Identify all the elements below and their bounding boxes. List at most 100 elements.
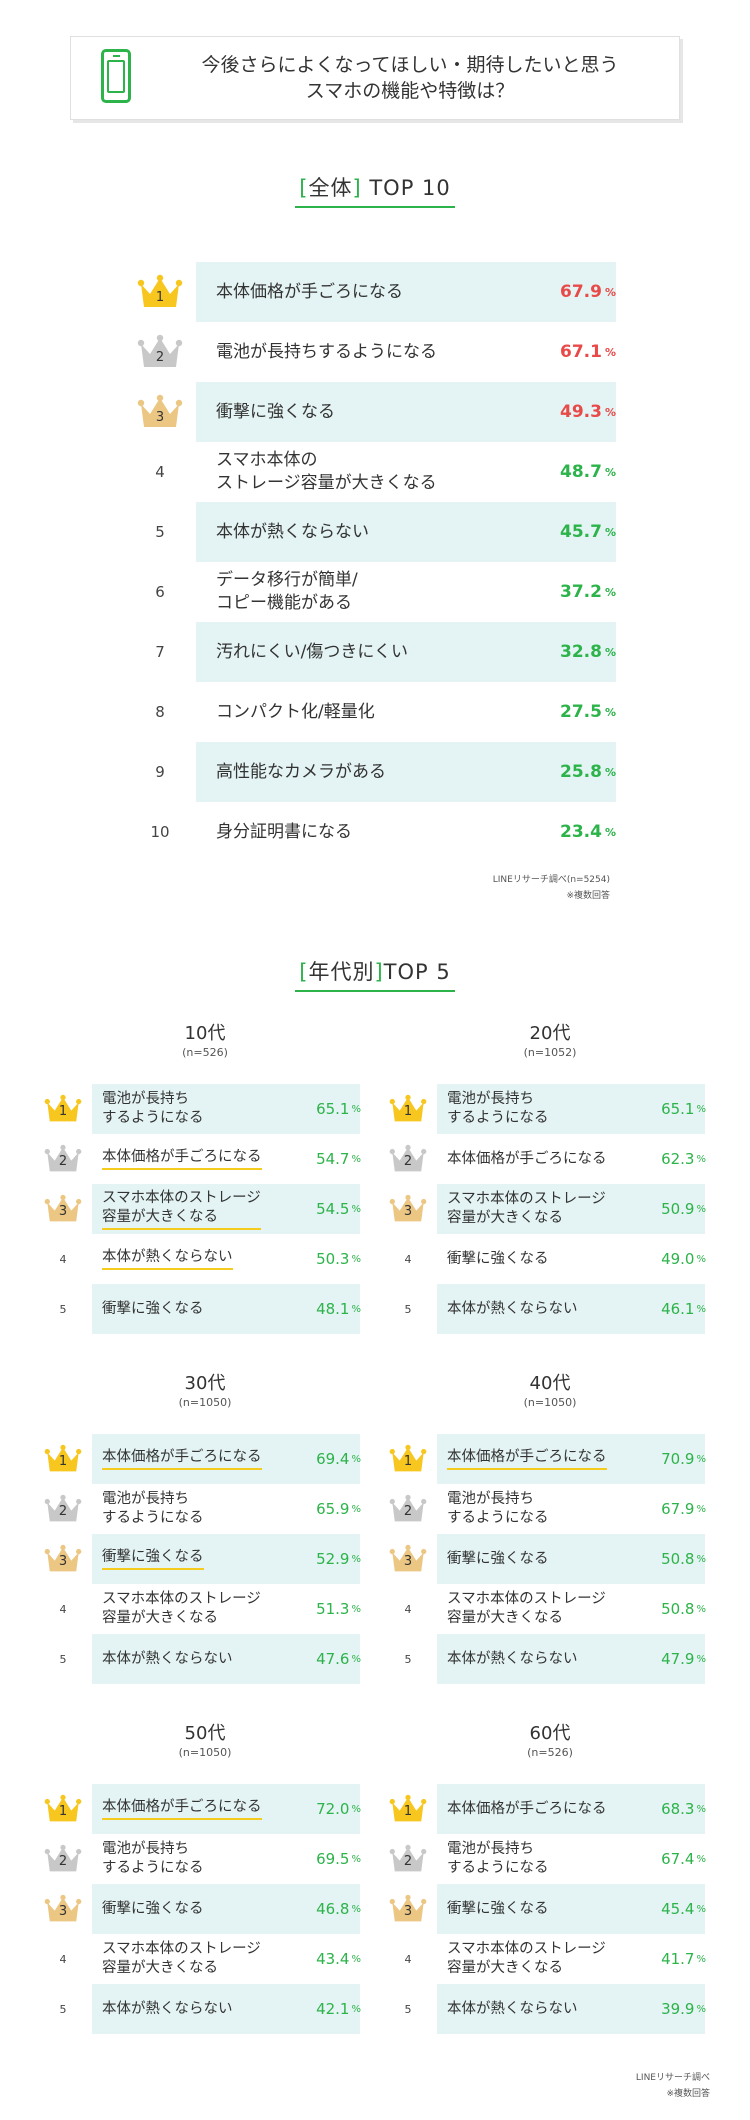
rank-number: 3 bbox=[403, 1204, 413, 1219]
percent-unit: % bbox=[604, 405, 616, 419]
overall-row: 3 衝撃に強くなる 49.3% bbox=[130, 382, 630, 442]
age-item-value: 54.5% bbox=[316, 1184, 361, 1234]
rank-number: 3 bbox=[403, 1554, 413, 1569]
value-number: 69.4 bbox=[316, 1450, 350, 1468]
overall-item-label: スマホ本体の ストレージ容量が大きくなる bbox=[216, 450, 437, 493]
value-number: 25.8 bbox=[560, 762, 602, 782]
age-item-label: 電池が長持ち するようになる bbox=[102, 1491, 204, 1526]
gold-crown-icon: 1 bbox=[137, 274, 183, 310]
overall-row: 1 本体価格が手ごろになる 67.9% bbox=[130, 262, 630, 322]
silver-crown-icon: 2 bbox=[389, 1144, 427, 1174]
age-item-value: 50.8% bbox=[661, 1534, 706, 1584]
overall-item-value: 25.8% bbox=[560, 742, 616, 802]
value-number: 54.7 bbox=[316, 1150, 350, 1168]
age-row: 2 電池が長持ち するようになる 67.4% bbox=[385, 1834, 715, 1884]
percent-unit: % bbox=[696, 1453, 706, 1465]
age-row: 1 本体価格が手ごろになる 69.4% bbox=[40, 1434, 370, 1484]
age-group-sample-size: (n=1050) bbox=[178, 1746, 232, 1759]
bronze-crown-icon: 3 bbox=[44, 1194, 82, 1224]
overall-item-label: 身分証明書になる bbox=[216, 821, 352, 842]
age-group-60代: 60代 (n=526) 1 本体価格が手ごろになる 68.3% 2 電池が長持ち するように… bbox=[385, 1722, 715, 2034]
age-rank: 3 bbox=[385, 1534, 431, 1584]
percent-unit: % bbox=[696, 1503, 706, 1515]
age-item-label: 本体価格が手ごろになる bbox=[447, 1800, 607, 1817]
age-row: 1 電池が長持ち するようになる 65.1% bbox=[385, 1084, 715, 1134]
percent-unit: % bbox=[351, 1253, 361, 1265]
age-item-label: 本体が熱くならない bbox=[447, 1300, 578, 1317]
age-row: 5 本体が熱くならない 47.9% bbox=[385, 1634, 715, 1684]
rank-number: 2 bbox=[58, 1154, 68, 1169]
age-group-sample-size: (n=526) bbox=[182, 1046, 228, 1059]
row-background bbox=[92, 1284, 360, 1334]
overall-row: 9 高性能なカメラがある 25.8% bbox=[130, 742, 630, 802]
value-number: 67.4 bbox=[661, 1850, 695, 1868]
bronze-crown-icon: 3 bbox=[44, 1544, 82, 1574]
age-item-value: 62.3% bbox=[661, 1134, 706, 1184]
age-item-value: 54.7% bbox=[316, 1134, 361, 1184]
overall-rank: 8 bbox=[155, 703, 165, 721]
age-item-value: 42.1% bbox=[316, 1984, 361, 2034]
age-group-header: 10代 (n=526) bbox=[40, 1022, 370, 1060]
age-row: 5 本体が熱くならない 39.9% bbox=[385, 1984, 715, 2034]
row-background bbox=[437, 1434, 705, 1484]
age-rank: 4 bbox=[404, 1602, 412, 1616]
age-item-label: 電池が長持ち するようになる bbox=[102, 1091, 204, 1126]
age-rank: 1 bbox=[40, 1434, 86, 1484]
overall-multiple-answer-note: ※複数回答 bbox=[566, 891, 610, 901]
value-number: 50.9 bbox=[661, 1200, 695, 1218]
overall-item-value: 37.2% bbox=[560, 562, 616, 622]
age-row: 2 電池が長持ち するようになる 67.9% bbox=[385, 1484, 715, 1534]
value-number: 50.8 bbox=[661, 1600, 695, 1618]
percent-unit: % bbox=[696, 1803, 706, 1815]
age-group-title: 20代 bbox=[529, 1023, 571, 1044]
percent-unit: % bbox=[696, 1853, 706, 1865]
percent-unit: % bbox=[696, 2003, 706, 2015]
gold-crown-icon: 1 bbox=[44, 1444, 82, 1474]
age-item-label: 衝撃に強くなる bbox=[102, 1534, 288, 1584]
overall-item-label: 本体価格が手ごろになる bbox=[216, 281, 403, 302]
age-rank: 5 bbox=[59, 2002, 67, 2016]
value-number: 72.0 bbox=[316, 1800, 350, 1818]
by-age-heading: [年代別]TOP 5 bbox=[0, 956, 750, 992]
age-rank: 1 bbox=[40, 1784, 86, 1834]
by-age-source-note: LINEリサーチ調べ ※複数回答 bbox=[520, 2070, 710, 2102]
value-number: 68.3 bbox=[661, 1800, 695, 1818]
percent-unit: % bbox=[351, 1153, 361, 1165]
value-number: 45.4 bbox=[661, 1900, 695, 1918]
row-background bbox=[92, 1184, 360, 1234]
age-row: 4 スマホ本体のストレージ 容量が大きくなる 51.3% bbox=[40, 1584, 370, 1634]
overall-item-value: 49.3% bbox=[560, 382, 616, 442]
row-background bbox=[92, 1984, 360, 2034]
age-item-value: 47.9% bbox=[661, 1634, 706, 1684]
overall-heading: [全体] TOP 10 bbox=[0, 172, 750, 208]
age-row: 1 本体価格が手ごろになる 72.0% bbox=[40, 1784, 370, 1834]
age-row: 5 本体が熱くならない 46.1% bbox=[385, 1284, 715, 1334]
value-number: 70.9 bbox=[661, 1450, 695, 1468]
rank-number: 3 bbox=[58, 1904, 68, 1919]
row-background bbox=[196, 742, 616, 802]
age-item-value: 68.3% bbox=[661, 1784, 706, 1834]
age-item-label: 衝撃に強くなる bbox=[102, 1900, 204, 1917]
value-number: 23.4 bbox=[560, 822, 602, 842]
rank-number: 1 bbox=[403, 1804, 413, 1819]
percent-unit: % bbox=[604, 285, 616, 299]
overall-item-label: 汚れにくい/傷つきにくい bbox=[216, 641, 409, 662]
age-row: 2 電池が長持ち するようになる 65.9% bbox=[40, 1484, 370, 1534]
silver-crown-icon: 2 bbox=[44, 1494, 82, 1524]
age-group-header: 40代 (n=1050) bbox=[385, 1372, 715, 1410]
age-item-label: スマホ本体のストレージ 容量が大きくなる bbox=[102, 1184, 288, 1234]
age-group-title: 60代 bbox=[529, 1723, 571, 1744]
age-item-value: 65.1% bbox=[661, 1084, 706, 1134]
row-background bbox=[196, 382, 616, 442]
gold-crown-icon: 1 bbox=[44, 1794, 82, 1824]
age-group-title: 30代 bbox=[184, 1373, 226, 1394]
by-age-multiple-answer-note: ※複数回答 bbox=[666, 2089, 710, 2099]
overall-item-label: コンパクト化/軽量化 bbox=[216, 701, 375, 722]
age-rank: 4 bbox=[59, 1952, 67, 1966]
row-background bbox=[196, 622, 616, 682]
age-item-value: 52.9% bbox=[316, 1534, 361, 1584]
percent-unit: % bbox=[351, 1453, 361, 1465]
overall-item-value: 23.4% bbox=[560, 802, 616, 862]
age-row: 3 衝撃に強くなる 46.8% bbox=[40, 1884, 370, 1934]
overall-item-value: 48.7% bbox=[560, 442, 616, 502]
